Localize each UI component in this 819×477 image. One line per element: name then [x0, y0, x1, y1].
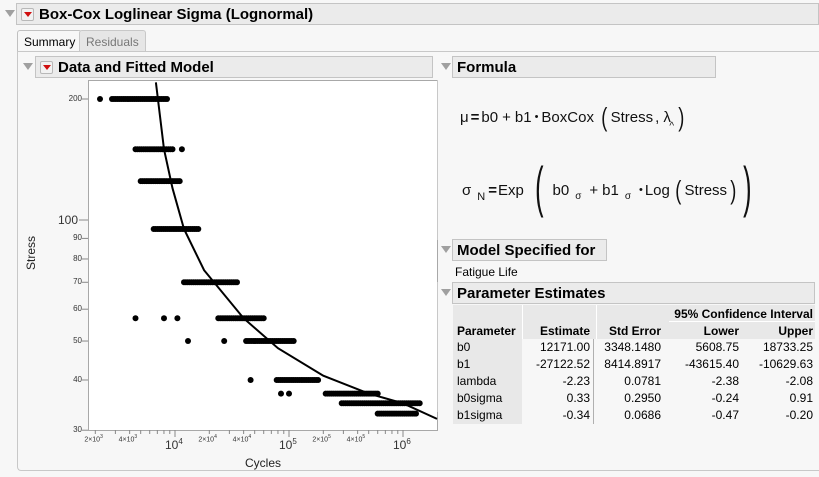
- formula-header: Formula: [452, 56, 716, 78]
- sigma-formula: σ N = Exp ( b0 σ + b1 σ • Log ( Stress )…: [462, 155, 752, 218]
- col-parameter: Parameter: [457, 324, 516, 338]
- parameter-value: 8414.8917: [604, 357, 661, 371]
- x-tick-label: 2×104: [198, 434, 217, 444]
- x-tick-label: 2×103: [84, 434, 103, 444]
- parameter-value: -0.47: [711, 408, 739, 422]
- model-specified-disclosure-icon[interactable]: [441, 246, 451, 253]
- y-tick-label: 90: [73, 233, 82, 243]
- report-header: Box-Cox Loglinear Sigma (Lognormal): [16, 3, 819, 25]
- y-tick-label: 40: [73, 374, 82, 384]
- paren-close: ): [678, 101, 685, 132]
- formula-disclosure-icon[interactable]: [441, 63, 451, 70]
- x-tick-label: 4×105: [346, 434, 366, 444]
- parameter-value: 12171.00: [539, 340, 590, 354]
- parameter-estimates-disclosure-icon[interactable]: [441, 289, 451, 296]
- data-fitted-header: Data and Fitted Model: [35, 56, 433, 78]
- y-tick-label: 50: [73, 336, 82, 346]
- parameter-value: -0.24: [711, 391, 739, 405]
- parameter-estimates-title: Parameter Estimates: [457, 284, 606, 302]
- x-tick-label: 105: [279, 437, 297, 452]
- tab-residuals-label: Residuals: [86, 35, 139, 49]
- tab-summary-label: Summary: [24, 35, 76, 49]
- data-fitted-red-triangle-menu-icon[interactable]: [40, 60, 53, 74]
- big-paren-open: (: [534, 155, 544, 218]
- parameter-value: -27122.52: [535, 357, 590, 371]
- x-tick-label: 104: [165, 437, 183, 452]
- parameter-value: -2.23: [562, 374, 590, 388]
- model-specified-title: Model Specified for: [457, 241, 596, 259]
- parameter-value: 0.33: [566, 391, 590, 405]
- plot-frame[interactable]: [88, 80, 438, 431]
- ci-header: 95% Confidence Interval: [674, 307, 813, 321]
- data-fitted-title: Data and Fitted Model: [58, 58, 214, 76]
- parameter-name: b1sigma: [457, 408, 503, 422]
- formula-title: Formula: [457, 58, 517, 76]
- parameter-value: 5608.75: [695, 340, 739, 354]
- y-tick-label: 30: [73, 425, 82, 435]
- paren-open: (: [601, 101, 608, 132]
- parameter-name: b0: [457, 340, 471, 354]
- parameter-value: 18733.25: [762, 340, 813, 354]
- y-tick-label: 200: [68, 94, 82, 103]
- x-tick-label: 4×103: [118, 434, 138, 444]
- formula-left-border: [437, 80, 438, 240]
- y-axis: [79, 98, 88, 431]
- y-tick-label: 80: [73, 253, 82, 263]
- parameter-value: -10629.63: [758, 357, 813, 371]
- col-lower: Lower: [703, 324, 739, 338]
- parameter-value: -0.34: [562, 408, 590, 422]
- x-axis-label: Cycles: [245, 456, 282, 470]
- model-specified-value: Fatigue Life: [455, 265, 518, 279]
- x-tick-label: 2×105: [312, 434, 331, 444]
- col-upper: Upper: [778, 324, 813, 338]
- report-title: Box-Cox Loglinear Sigma (Lognormal): [39, 5, 314, 23]
- x-axis: [94, 430, 404, 437]
- parameter-value: 3348.1480: [604, 340, 661, 354]
- parameter-value: 0.0686: [624, 408, 661, 422]
- x-tick-label: 106: [393, 437, 411, 452]
- big-paren-close: ): [742, 155, 752, 218]
- fitted-curve: [154, 82, 438, 420]
- parameter-estimates-header: Parameter Estimates: [452, 282, 815, 304]
- data-points: [97, 96, 423, 417]
- data-fitted-disclosure-icon[interactable]: [23, 63, 33, 70]
- report-disclosure-icon[interactable]: [5, 10, 15, 17]
- parameter-value: 0.91: [789, 391, 813, 405]
- y-tick-label: 100: [57, 213, 78, 227]
- parameter-value: -2.38: [711, 374, 739, 388]
- parameter-name: b0sigma: [457, 391, 503, 405]
- y-axis-label: Stress: [24, 235, 38, 270]
- parameter-value: 0.2950: [624, 391, 661, 405]
- parameter-value: -0.20: [785, 408, 813, 422]
- y-tick-label: 70: [73, 277, 82, 287]
- parameter-value: -2.08: [785, 374, 813, 388]
- tab-residuals[interactable]: Residuals: [79, 30, 146, 51]
- x-tick-label: 4×104: [232, 434, 252, 444]
- col-estimate: Estimate: [539, 324, 590, 338]
- parameter-estimates-left-border: [437, 282, 438, 412]
- tab-content-border: [17, 51, 819, 471]
- col-std-error: Std Error: [608, 324, 661, 338]
- parameter-value: -43615.40: [684, 357, 739, 371]
- mu-formula: μ = b0 + b1 • BoxCox ( Stress , λ ^ ): [460, 101, 685, 132]
- parameter-name: lambda: [457, 374, 497, 388]
- y-tick-label: 60: [73, 304, 82, 314]
- parameter-name: b1: [457, 357, 471, 371]
- report-red-triangle-menu-icon[interactable]: [21, 7, 34, 21]
- parameter-value: 0.0781: [624, 374, 661, 388]
- model-specified-header: Model Specified for: [452, 239, 607, 261]
